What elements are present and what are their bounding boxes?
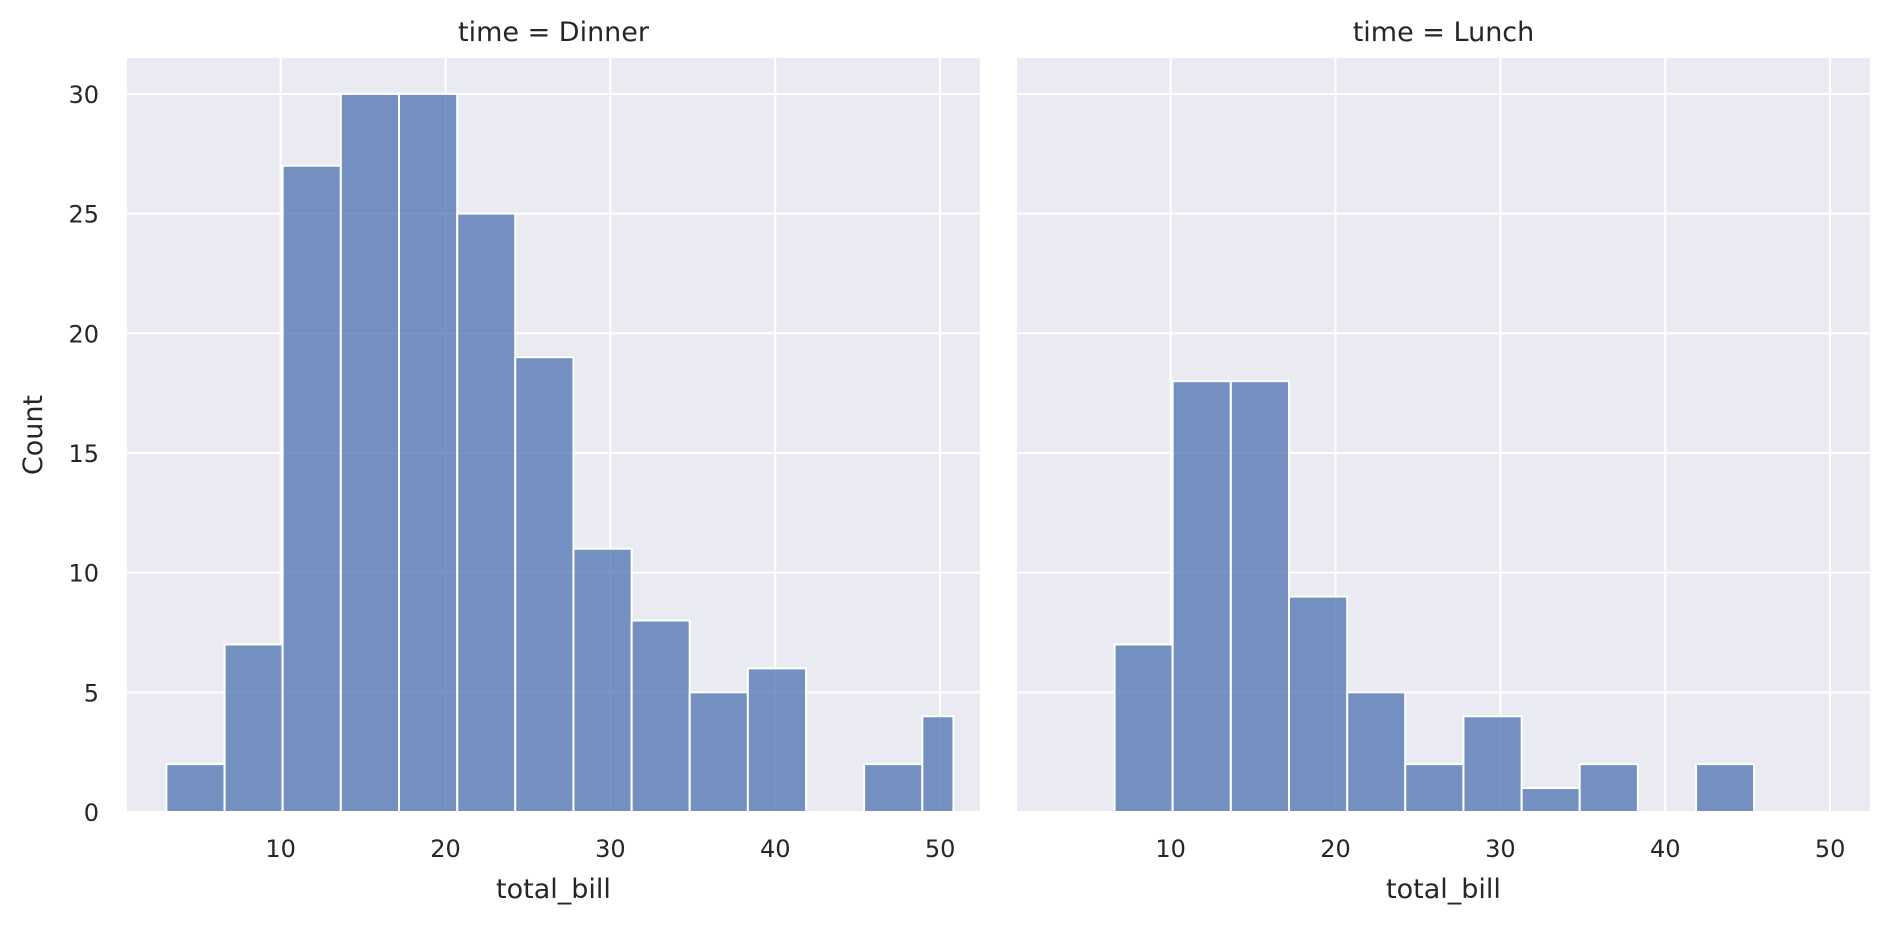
facet-title: time = Dinner (458, 17, 650, 48)
y-tick-label: 25 (68, 201, 99, 229)
facet-2: 10 20 30 40 50 total_bill time = Lunch (1017, 17, 1870, 905)
histogram-bar (921, 715, 955, 813)
x-tick-label: 10 (265, 835, 296, 863)
x-tick-label: 40 (1650, 835, 1681, 863)
y-tick-label: 15 (68, 440, 99, 468)
x-tick-label: 20 (430, 835, 461, 863)
histogram-bar (514, 356, 575, 813)
x-axis-label: total_bill (1386, 874, 1501, 905)
y-axis-label: Count (18, 395, 49, 475)
histogram-bar (746, 667, 808, 814)
histogram-bar (339, 92, 401, 813)
x-tick-label: 10 (1155, 835, 1186, 863)
histogram-bar (456, 212, 517, 814)
x-tick-label: 30 (1485, 835, 1516, 863)
histogram-bar (1578, 763, 1639, 814)
histogram-bar (1171, 380, 1232, 813)
histogram-bar (1695, 763, 1756, 814)
y-tick-label: 0 (84, 799, 99, 827)
histogram-bar (281, 164, 342, 813)
histogram-bar (1288, 595, 1349, 813)
x-tick-label: 50 (925, 835, 956, 863)
histogram-bar (398, 92, 459, 813)
histogram-bar (165, 763, 226, 814)
x-tick-label: 40 (760, 835, 791, 863)
histogram-bar (1520, 787, 1581, 813)
histogram-bar (863, 763, 924, 814)
y-tick-label: 10 (68, 560, 99, 588)
histogram-bar (688, 691, 749, 813)
x-axis-label: total_bill (496, 874, 611, 905)
facet-1: 10 20 30 40 50 total_bill time = Dinner 0 5 10 15 2… (18, 17, 980, 905)
histogram-bar (1462, 715, 1523, 813)
histogram-bar (1404, 763, 1465, 814)
facet-title: time = Lunch (1353, 17, 1535, 48)
histogram-bar (630, 619, 691, 813)
histogram-bar (1229, 380, 1291, 813)
histogram-bar (1113, 643, 1174, 814)
histogram-bar (223, 643, 284, 814)
x-tick-label: 20 (1320, 835, 1351, 863)
y-tick-label: 30 (68, 81, 99, 109)
x-tick-label: 30 (595, 835, 626, 863)
y-tick-label: 20 (68, 320, 99, 348)
histogram-bar (572, 547, 633, 813)
x-tick-label: 50 (1815, 835, 1846, 863)
histogram-bar (1346, 691, 1407, 813)
y-tick-label: 5 (84, 679, 99, 707)
